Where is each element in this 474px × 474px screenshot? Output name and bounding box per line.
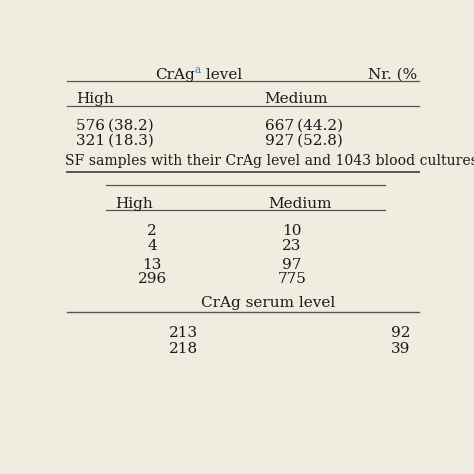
Text: 92: 92 xyxy=(391,327,410,340)
Text: High: High xyxy=(115,197,153,211)
Text: High: High xyxy=(76,92,114,106)
Text: 296: 296 xyxy=(137,273,167,286)
Text: 13: 13 xyxy=(143,258,162,272)
Text: 321 (18.3): 321 (18.3) xyxy=(76,134,154,148)
Text: 667 (44.2): 667 (44.2) xyxy=(264,118,343,132)
Text: CrAg serum level: CrAg serum level xyxy=(201,296,336,310)
Text: a: a xyxy=(195,65,201,75)
Text: 218: 218 xyxy=(169,342,198,356)
Text: Nr. (%: Nr. (% xyxy=(368,68,417,82)
Text: 2: 2 xyxy=(147,224,157,238)
Text: 39: 39 xyxy=(391,342,410,356)
Text: 927 (52.8): 927 (52.8) xyxy=(264,134,343,148)
Text: 4: 4 xyxy=(147,238,157,253)
Text: 10: 10 xyxy=(282,224,301,238)
Text: 23: 23 xyxy=(282,238,301,253)
Text: SF samples with their CrAg level and 1043 blood cultures: SF samples with their CrAg level and 104… xyxy=(65,154,474,168)
Text: 213: 213 xyxy=(169,327,198,340)
Text: 97: 97 xyxy=(282,258,301,272)
Text: CrAg: CrAg xyxy=(155,68,195,82)
Text: Medium: Medium xyxy=(264,92,328,106)
Text: 576 (38.2): 576 (38.2) xyxy=(76,118,154,132)
Text: 775: 775 xyxy=(277,273,306,286)
Text: level: level xyxy=(201,68,242,82)
Text: Medium: Medium xyxy=(268,197,332,211)
